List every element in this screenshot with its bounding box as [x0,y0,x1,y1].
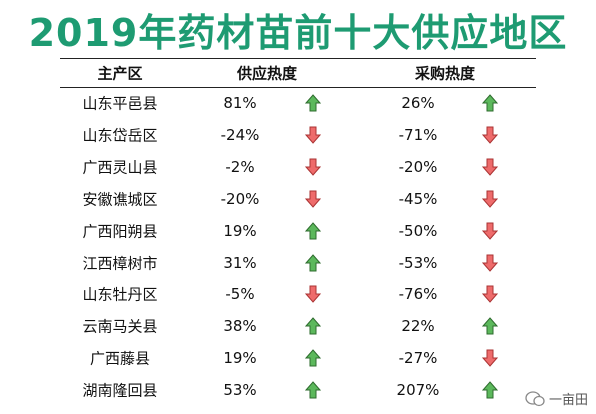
arrow-up [305,317,321,335]
heat-cell: -71% [398,125,438,144]
heat-cell: 38% [223,317,257,336]
heat-cell: -5% [225,285,255,304]
arrow-down [482,158,498,176]
region-cell: 山东平邑县 [82,94,158,113]
arrow-up [305,94,321,112]
heat-cell: 207% [396,381,440,400]
arrow-down [482,190,498,208]
watermark: 一亩田 [524,389,588,408]
arrow-down [305,126,321,144]
heat-cell: -24% [220,125,260,144]
region-cell: 广西阳朔县 [82,222,158,241]
region-cell: 广西藤县 [89,349,151,368]
column-header: 采购热度 [414,64,476,83]
region-cell: 安徽谯城区 [82,190,158,209]
arrow-up [305,381,321,399]
arrow-down [305,158,321,176]
region-cell: 山东岱岳区 [82,126,158,145]
heat-cell: -20% [398,157,438,176]
arrow-up [305,349,321,367]
arrow-up [305,253,321,271]
heat-cell: -50% [398,221,438,240]
table-top-rule [60,58,536,59]
region-cell: 山东牡丹区 [82,285,158,304]
heat-cell: -45% [398,189,438,208]
region-cell: 江西樟树市 [82,254,158,272]
arrow-up [305,221,321,240]
arrow-up [482,317,498,335]
arrow-up [482,381,498,399]
arrow-down [305,190,321,208]
heat-cell: 81% [223,94,257,112]
arrow-down [482,222,498,240]
heat-cell: 31% [223,253,257,272]
region-cell: 湖南隆回县 [82,381,158,400]
header-rule [60,87,536,88]
watermark-text: 一亩田 [548,393,588,408]
heat-cell: -53% [398,253,438,272]
heat-cell: 53% [223,381,257,400]
heat-cell: 19% [223,349,257,368]
arrow-down [482,126,498,144]
heat-cell: 26% [401,94,435,112]
region-cell: 广西灵山县 [82,158,158,177]
heat-cell: 22% [401,317,435,336]
region-cell: 云南马关县 [82,317,158,336]
arrow-down [482,254,498,272]
arrow-down [305,285,321,304]
heat-cell: -76% [398,285,438,304]
heat-cell: 19% [223,221,257,240]
heat-cell: -20% [220,189,260,208]
column-header: 主产区 [97,64,143,83]
arrow-down [482,349,498,367]
arrow-up [482,94,498,112]
watermark-icon [525,390,545,406]
heat-cell: -27% [398,349,438,368]
heat-cell: -2% [225,157,255,176]
column-header: 供应热度 [236,64,298,83]
arrow-down [482,285,498,304]
title: 2019年药材苗前十大供应地区 [28,11,568,55]
